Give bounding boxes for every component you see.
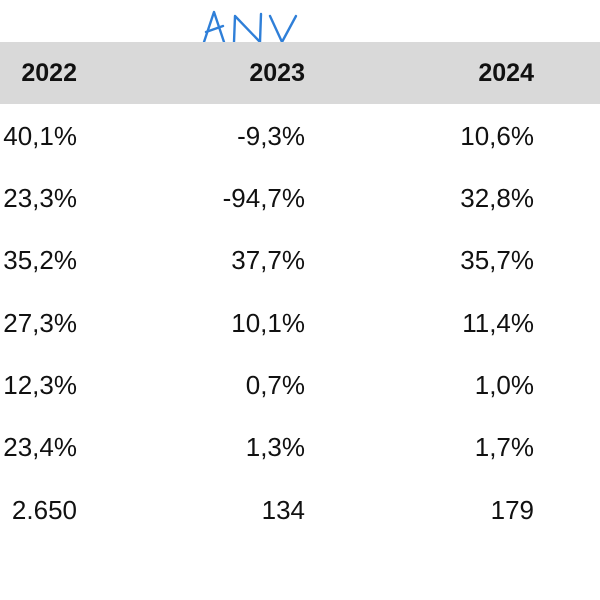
table-cell: 37,7%	[231, 245, 305, 275]
table-cell: -9,3%	[237, 121, 305, 151]
table-cell: 10,1%	[231, 308, 305, 338]
table-cell: 32,8%	[460, 183, 534, 213]
column-header-2023: 2023	[249, 59, 305, 87]
table-cell: 40,1%	[3, 121, 77, 151]
table-cell: 179	[490, 495, 534, 525]
table-cell: 2.650	[11, 495, 77, 525]
table-cell: 1,3%	[245, 432, 305, 462]
table-cell: -94,7%	[222, 183, 305, 213]
table-cell: 27,3%	[3, 308, 77, 338]
column-header-2024: 2024	[478, 59, 534, 87]
table-cell: 12,3%	[3, 370, 77, 400]
table-cell: 23,3%	[3, 183, 77, 213]
table-cell: 35,2%	[3, 245, 77, 275]
table-cell: 1,7%	[474, 432, 534, 462]
table-cell: 11,4%	[462, 308, 534, 338]
table-header-row	[0, 42, 600, 104]
table-cell: 23,4%	[3, 432, 77, 462]
table-cell: 0,7%	[245, 370, 305, 400]
table-cell: 10,6%	[460, 121, 534, 151]
table-cell: 1,0%	[474, 370, 534, 400]
column-header-2022: 2022	[21, 59, 77, 87]
table-cell: 134	[261, 495, 305, 525]
table-cell: 35,7%	[460, 245, 534, 275]
